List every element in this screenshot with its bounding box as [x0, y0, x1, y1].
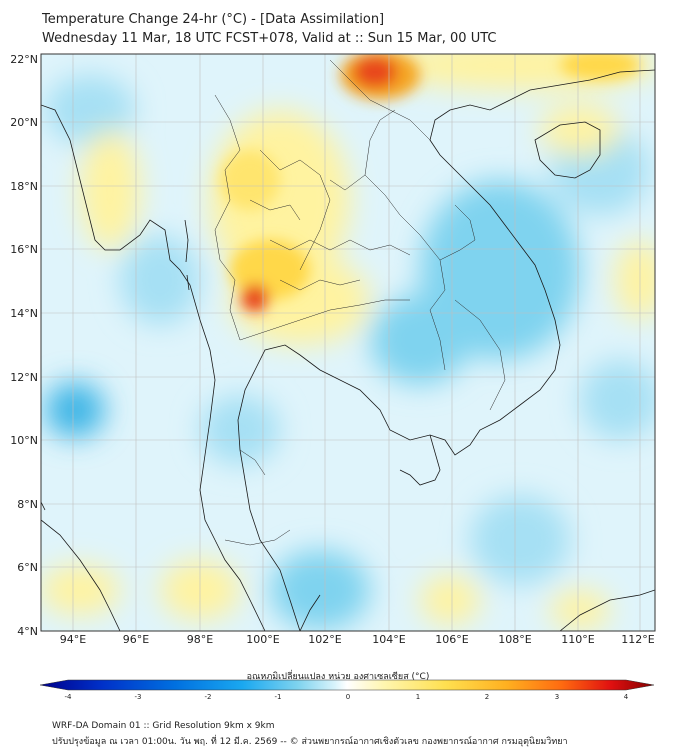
temperature-field: [41, 54, 655, 631]
colorbar-tick-1: 1: [415, 693, 421, 701]
colorbar-tick-0: 0: [345, 693, 351, 701]
lat-label-14: 14°N: [10, 307, 38, 320]
colorbar-tick-m3: -3: [134, 693, 142, 701]
coastlines: [41, 69, 655, 631]
lat-label-10: 10°N: [10, 434, 38, 447]
colorbar-tick-m4: -4: [64, 693, 72, 701]
lat-label-22: 22°N: [10, 53, 38, 66]
colorbar-tick-3: 3: [554, 693, 560, 701]
lon-label-96: 96°E: [122, 633, 150, 646]
lat-label-20: 20°N: [10, 116, 38, 129]
lat-label-6: 6°N: [17, 561, 38, 574]
lat-label-8: 8°N: [17, 498, 38, 511]
model-info: WRF-DA Domain 01 :: Grid Resolution 9km …: [52, 721, 275, 731]
lon-label-102: 102°E: [308, 633, 342, 646]
lat-label-4: 4°N: [17, 625, 38, 638]
colorbar-tick-m2: -2: [204, 693, 212, 701]
colorbar-tick-2: 2: [484, 693, 490, 701]
colorbar: [39, 679, 655, 691]
lon-label-106: 106°E: [435, 633, 469, 646]
colorbar-tick-4: 4: [623, 693, 629, 701]
graticule: [41, 54, 655, 631]
update-credit: ปรับปรุงข้อมูล ณ เวลา 01:00น. วัน พฤ. ที…: [52, 737, 568, 747]
lat-label-16: 16°N: [10, 243, 38, 256]
lon-label-108: 108°E: [498, 633, 532, 646]
lat-label-18: 18°N: [10, 180, 38, 193]
lon-label-98: 98°E: [186, 633, 214, 646]
map-subtitle: Wednesday 11 Mar, 18 UTC FCST+078, Valid…: [42, 31, 497, 46]
lon-label-104: 104°E: [372, 633, 406, 646]
lon-label-112: 112°E: [621, 633, 655, 646]
admin-borders: [214, 59, 506, 546]
lon-label-110: 110°E: [561, 633, 595, 646]
lat-label-12: 12°N: [10, 371, 38, 384]
colorbar-title: อุณหภูมิเปลี่ยนแปลง หน่วย องศาเซลเซียส (…: [246, 672, 430, 682]
colorbar-tick-m1: -1: [274, 693, 282, 701]
lon-label-100: 100°E: [246, 633, 280, 646]
lon-label-94: 94°E: [59, 633, 87, 646]
map-title: Temperature Change 24-hr (°C) - [Data As…: [42, 12, 385, 27]
